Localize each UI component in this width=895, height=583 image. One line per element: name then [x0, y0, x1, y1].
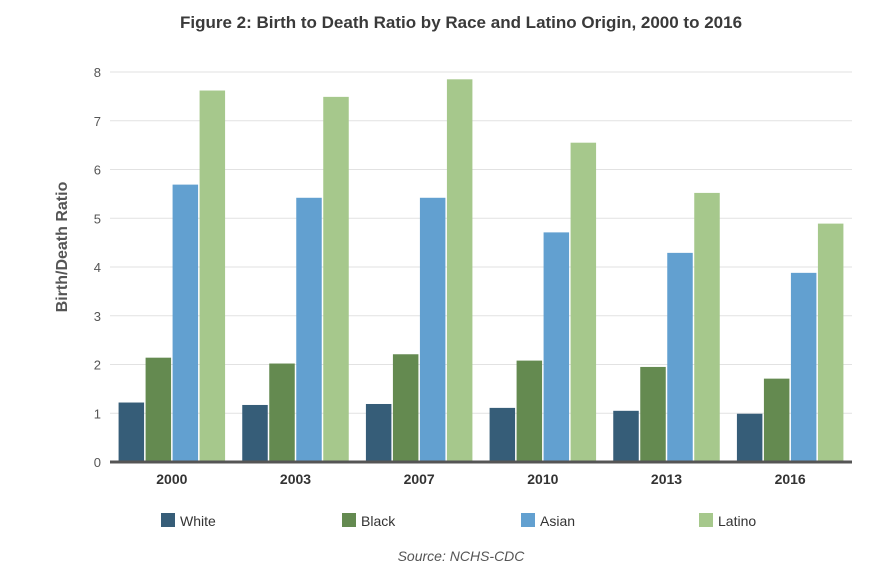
- y-tick-label: 7: [94, 114, 101, 129]
- legend-item-black: Black: [342, 513, 396, 529]
- bar-asian-2007: [419, 197, 446, 462]
- legend-swatch: [161, 513, 175, 527]
- bar-black-2010: [516, 360, 543, 462]
- y-tick-label: 2: [94, 358, 101, 373]
- bar-asian-2013: [667, 252, 693, 462]
- legend-label: Black: [361, 513, 396, 529]
- legend-label: Asian: [540, 513, 575, 529]
- x-category-label: 2007: [404, 471, 435, 487]
- grid-lines: [110, 71, 852, 414]
- y-tick-label: 0: [94, 455, 101, 470]
- bar-latino-2013: [694, 192, 720, 462]
- legend-swatch: [699, 513, 713, 527]
- bars: [118, 79, 844, 463]
- bar-white-2007: [365, 403, 392, 462]
- legend-swatch: [342, 513, 356, 527]
- y-tick-label: 6: [94, 163, 101, 178]
- bar-asian-2000: [172, 184, 199, 463]
- bar-black-2016: [763, 378, 790, 462]
- x-category-label: 2016: [775, 471, 806, 487]
- bar-asian-2016: [790, 272, 817, 462]
- legend-label: White: [180, 513, 216, 529]
- bar-white-2016: [736, 413, 763, 462]
- y-tick-label: 1: [94, 406, 101, 421]
- x-category-label: 2003: [280, 471, 311, 487]
- bar-black-2003: [269, 363, 295, 462]
- bar-black-2007: [392, 354, 419, 462]
- bar-asian-2003: [296, 197, 322, 462]
- bar-black-2000: [145, 357, 172, 462]
- bar-white-2003: [242, 404, 268, 462]
- bar-latino-2007: [446, 79, 473, 462]
- bar-white-2010: [489, 407, 516, 462]
- bar-latino-2000: [199, 90, 226, 463]
- legend-item-white: White: [161, 513, 216, 529]
- y-axis-label: Birth/Death Ratio: [54, 181, 71, 312]
- bar-latino-2010: [570, 142, 597, 462]
- bar-asian-2010: [543, 232, 570, 462]
- legend-item-asian: Asian: [521, 513, 575, 529]
- x-category-label: 2010: [527, 471, 558, 487]
- legend-swatch: [521, 513, 535, 527]
- y-tick-label: 8: [94, 65, 101, 80]
- bar-white-2013: [613, 410, 639, 462]
- legend: White Black Asian Latino: [161, 513, 756, 529]
- y-tick-label: 4: [94, 260, 101, 275]
- x-category-label: 2000: [156, 471, 187, 487]
- legend-label: Latino: [718, 513, 756, 529]
- y-axis-ticks: 0 1 2 3 4 5 6 7 8: [94, 65, 101, 470]
- source-note: Source: NCHS-CDC: [398, 548, 526, 564]
- bar-latino-2016: [817, 223, 844, 462]
- bar-black-2013: [640, 366, 666, 462]
- chart-title: Figure 2: Birth to Death Ratio by Race a…: [180, 13, 742, 32]
- y-tick-label: 3: [94, 309, 101, 324]
- legend-item-latino: Latino: [699, 513, 756, 529]
- bar-white-2000: [118, 402, 145, 462]
- x-axis-categories: 2000 2003 2007 2010 2013 2016: [156, 471, 806, 487]
- bar-latino-2003: [323, 96, 349, 463]
- y-tick-label: 5: [94, 211, 101, 226]
- x-category-label: 2013: [651, 471, 682, 487]
